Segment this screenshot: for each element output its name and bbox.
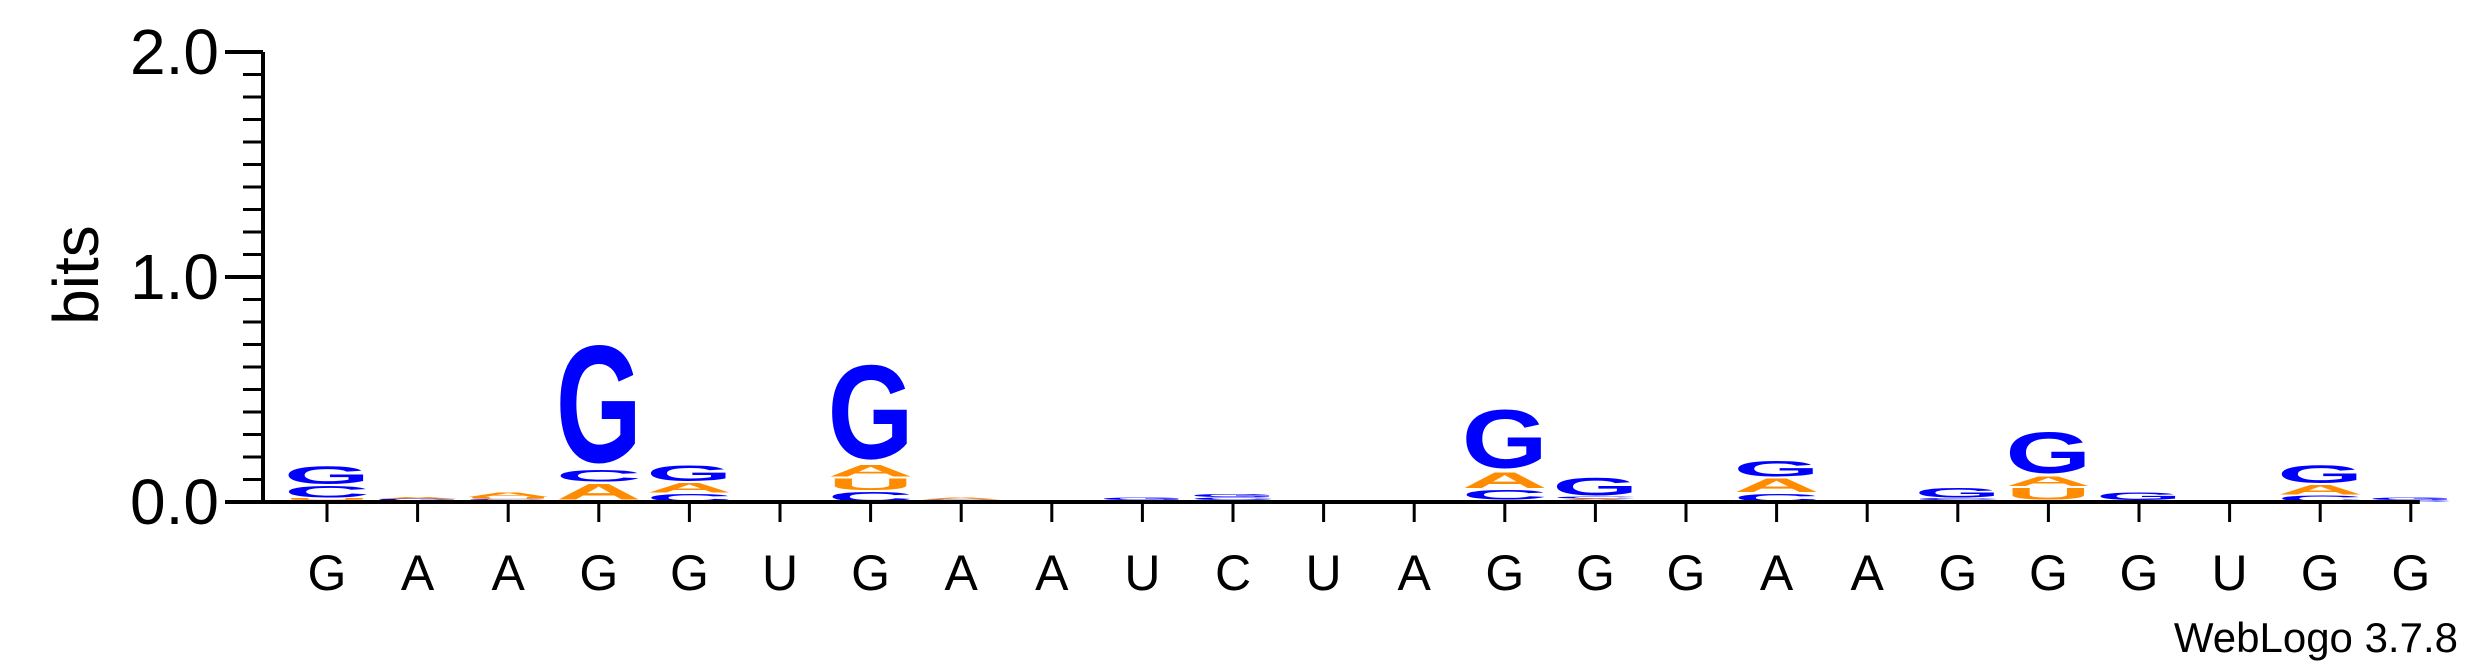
logo-letter-U: U (284, 498, 370, 500)
logo-letter-A: A (375, 497, 461, 499)
y-tick-label: 0.0 (130, 466, 219, 538)
logo-letter-C: C (1552, 496, 1638, 499)
logo-letter-G: G (2005, 420, 2091, 486)
logo-letter-G: G (1734, 456, 1820, 481)
logo-letter-A: A (2005, 473, 2091, 489)
position-label: G (670, 545, 709, 601)
logo-letter-G: G (1915, 485, 2001, 501)
position-label: A (1035, 545, 1069, 601)
logo-letter-A: A (1734, 475, 1820, 497)
position-label: G (2029, 545, 2068, 601)
logo-letter-A: A (918, 497, 1004, 499)
logo-letter-G: G (828, 338, 914, 487)
position-label: A (1760, 545, 1794, 601)
y-axis: 0.0 1.0 2.0 (130, 16, 265, 538)
position-label: G (2120, 545, 2159, 601)
logo-letter-G: G (2277, 460, 2363, 488)
position-label: A (1398, 545, 1432, 601)
logo-letter-G: G (556, 312, 642, 498)
position-label: U (1306, 545, 1342, 601)
y-axis-title: bits (40, 225, 112, 325)
position-label: C (1215, 545, 1251, 601)
logo-letter-G: G (1190, 493, 1276, 498)
position-label: G (579, 545, 618, 601)
logo-letter-C: C (1915, 498, 2001, 501)
position-label: G (1576, 545, 1615, 601)
logo-letter-G: G (2368, 497, 2454, 501)
position-label: G (1938, 545, 1977, 601)
logo-letter-U: U (2005, 485, 2091, 504)
logo-letter-G: G (646, 461, 732, 486)
logo-letter-U: U (828, 475, 914, 494)
logo-letter-C: C (556, 467, 642, 486)
logo-letter-A: A (828, 462, 914, 481)
position-label: G (308, 545, 347, 601)
position-label: A (945, 545, 979, 601)
logo-letter-U: U (465, 497, 551, 499)
logo-letter-G: G (284, 461, 370, 489)
logo-letter-G: G (2096, 490, 2182, 503)
position-label: U (762, 545, 798, 601)
logo-letter-G: G (1462, 392, 1548, 486)
y-tick-label: 1.0 (130, 241, 219, 313)
logo-letter-A: A (646, 480, 732, 496)
logo-letter-C: C (1190, 497, 1276, 501)
position-label: A (401, 545, 435, 601)
weblogo-credit: WebLogo 3.7.8 (2174, 614, 2458, 661)
position-label: A (492, 545, 526, 601)
logo-letter-C: C (1462, 487, 1548, 503)
position-label: A (1851, 545, 1885, 601)
logo-letter-G: G (375, 499, 461, 502)
logo-letter-G: G (1099, 496, 1185, 500)
logo-stacks: AUCGUGAGCUAUACGCAGCUAGUGAAGACGUCAGUACGGC… (284, 312, 2454, 504)
logo-letter-A: A (1462, 468, 1548, 493)
logo-letter-A: A (2277, 482, 2363, 498)
logo-letter-A: A (465, 492, 551, 499)
position-label: G (2301, 545, 2340, 601)
position-label: G (851, 545, 890, 601)
y-tick-label: 2.0 (130, 16, 219, 88)
position-label: U (2212, 545, 2248, 601)
logo-letter-G: G (1552, 473, 1638, 501)
position-label: G (1667, 545, 1706, 601)
position-label: G (1485, 545, 1524, 601)
position-label: U (1124, 545, 1160, 601)
logo-letter-C: C (2277, 494, 2363, 503)
position-label: G (2391, 545, 2430, 601)
logo-letter-A: A (1552, 499, 1638, 501)
logo-letter-C: C (284, 483, 370, 502)
